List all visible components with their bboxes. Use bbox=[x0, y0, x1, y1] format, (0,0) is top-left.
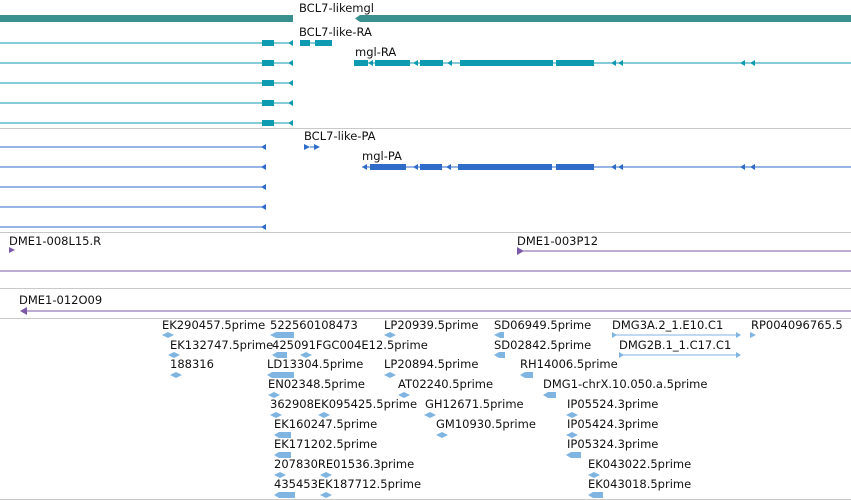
est-label[interactable]: 188316 bbox=[170, 357, 214, 371]
gene-track bbox=[0, 15, 851, 22]
track-separator bbox=[0, 288, 851, 289]
est-label[interactable]: 435453EK187712.5prime bbox=[274, 477, 422, 491]
transcript-label[interactable]: BCL7-like-RA bbox=[299, 25, 372, 39]
est-label[interactable]: GH12671.5prime bbox=[425, 397, 524, 411]
est-label[interactable]: DMG3A.2_1.E10.C1 bbox=[612, 318, 724, 332]
est-label[interactable]: IP05524.3prime bbox=[567, 397, 659, 411]
track-separator bbox=[0, 128, 851, 129]
est-label[interactable]: EN02348.5prime bbox=[268, 377, 365, 391]
est-label[interactable]: EK290457.5prime bbox=[162, 318, 266, 332]
gene-bcl7-like[interactable] bbox=[0, 15, 293, 22]
gene-mgl[interactable] bbox=[355, 15, 851, 22]
est-label[interactable]: 207830RE01536.3prime bbox=[274, 457, 415, 471]
est-label[interactable]: 522560108473 bbox=[270, 318, 358, 332]
est-label[interactable]: EK171202.5prime bbox=[274, 437, 378, 451]
est-label[interactable]: IP05324.3prime bbox=[567, 437, 659, 451]
protein-label[interactable]: BCL7-like-PA bbox=[304, 129, 376, 143]
est-label[interactable]: IP05424.3prime bbox=[567, 417, 659, 431]
est-label[interactable]: EK132747.5prime bbox=[170, 338, 274, 352]
est-label[interactable]: RP004096765.5 bbox=[751, 318, 843, 332]
est-label[interactable]: LD13304.5prime bbox=[267, 357, 364, 371]
est-label[interactable]: SD02842.5prime bbox=[494, 338, 592, 352]
est-label[interactable]: 362908EK095425.5prime bbox=[270, 397, 418, 411]
est-label[interactable]: DMG1-chrX.10.050.a.5prime bbox=[543, 377, 708, 391]
est-label[interactable]: RH14006.5prime bbox=[520, 357, 618, 371]
transcript-track bbox=[0, 40, 851, 126]
est-label[interactable]: AT02240.5prime bbox=[398, 377, 494, 391]
protein-track bbox=[0, 144, 851, 230]
est-label[interactable]: EK160247.5prime bbox=[274, 417, 378, 431]
est-label[interactable]: EK043018.5prime bbox=[588, 477, 692, 491]
clone-track bbox=[0, 247, 851, 315]
est-label[interactable]: DMG2B.1_1.C17.C1 bbox=[619, 338, 732, 352]
clone-label[interactable]: DME1-008L15.R bbox=[9, 234, 102, 248]
clone-label[interactable]: DME1-012O09 bbox=[19, 293, 103, 307]
protein-label[interactable]: mgl-PA bbox=[362, 149, 402, 163]
est-label[interactable]: EK043022.5prime bbox=[588, 457, 692, 471]
est-track bbox=[162, 332, 756, 498]
est-label[interactable]: SD06949.5prime bbox=[494, 318, 592, 332]
gene-label[interactable]: BCL7-likemgl bbox=[299, 1, 375, 15]
clone-label[interactable]: DME1-003P12 bbox=[517, 234, 599, 248]
est-label[interactable]: 425091FGC004E12.5prime bbox=[272, 338, 428, 352]
transcript-label[interactable]: mgl-RA bbox=[355, 45, 397, 59]
track-separator bbox=[0, 318, 851, 319]
track-separator bbox=[0, 232, 851, 233]
est-label[interactable]: LP20939.5prime bbox=[384, 318, 479, 332]
est-label[interactable]: LP20894.5prime bbox=[384, 357, 479, 371]
est-label[interactable]: GM10930.5prime bbox=[436, 417, 536, 431]
